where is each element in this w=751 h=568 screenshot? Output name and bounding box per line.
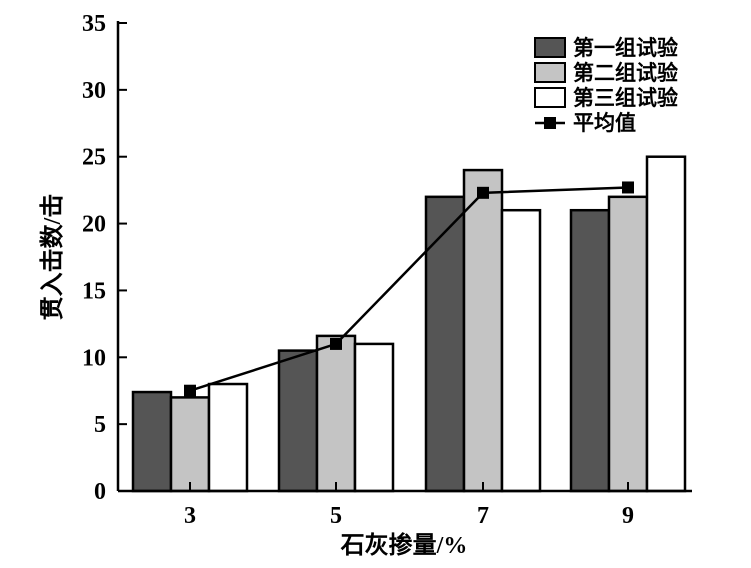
y-tick-label: 35	[82, 11, 106, 37]
bar-2-3	[169, 396, 211, 493]
x-axis-label: 石灰掺量/%	[340, 531, 468, 559]
legend-swatch-2	[534, 62, 566, 83]
y-tick-label: 0	[94, 479, 106, 505]
average-marker	[330, 337, 342, 350]
average-marker	[622, 181, 634, 194]
bar-1-9	[569, 208, 611, 493]
x-tick-label: 3	[184, 503, 196, 529]
bar-2-5	[315, 334, 357, 493]
bar-3-9	[645, 155, 687, 493]
y-tick-label: 30	[82, 78, 106, 104]
bar-1-7	[424, 195, 466, 493]
legend-swatch-1	[534, 37, 566, 58]
x-tick-label: 9	[622, 503, 634, 529]
bar-2-7	[462, 168, 504, 493]
bar-1-5	[277, 349, 319, 493]
x-tick-label: 7	[477, 503, 489, 529]
y-axis-label: 贯入击数/击	[39, 194, 66, 321]
legend-label-2: 第二组试验	[573, 61, 678, 85]
average-marker	[477, 186, 489, 199]
bar-3-5	[353, 342, 395, 493]
legend-label-3: 第三组试验	[573, 86, 678, 110]
legend-label-1: 第一组试验	[573, 36, 678, 60]
bar-3-7	[500, 208, 542, 493]
bar-2-9	[607, 195, 649, 493]
bar-1-3	[131, 390, 173, 493]
bar-3-3	[207, 382, 249, 493]
y-tick-label: 10	[82, 345, 106, 371]
average-line	[189, 186, 629, 392]
legend-line-marker	[544, 117, 556, 129]
y-tick-label: 15	[82, 278, 106, 304]
legend-label-average: 平均值	[573, 111, 636, 135]
average-marker	[184, 384, 196, 397]
y-tick-label: 20	[82, 212, 106, 238]
y-tick-label: 25	[82, 145, 106, 171]
y-tick-label: 5	[94, 412, 106, 438]
x-tick-label: 5	[330, 503, 342, 529]
legend-swatch-3	[534, 87, 566, 108]
